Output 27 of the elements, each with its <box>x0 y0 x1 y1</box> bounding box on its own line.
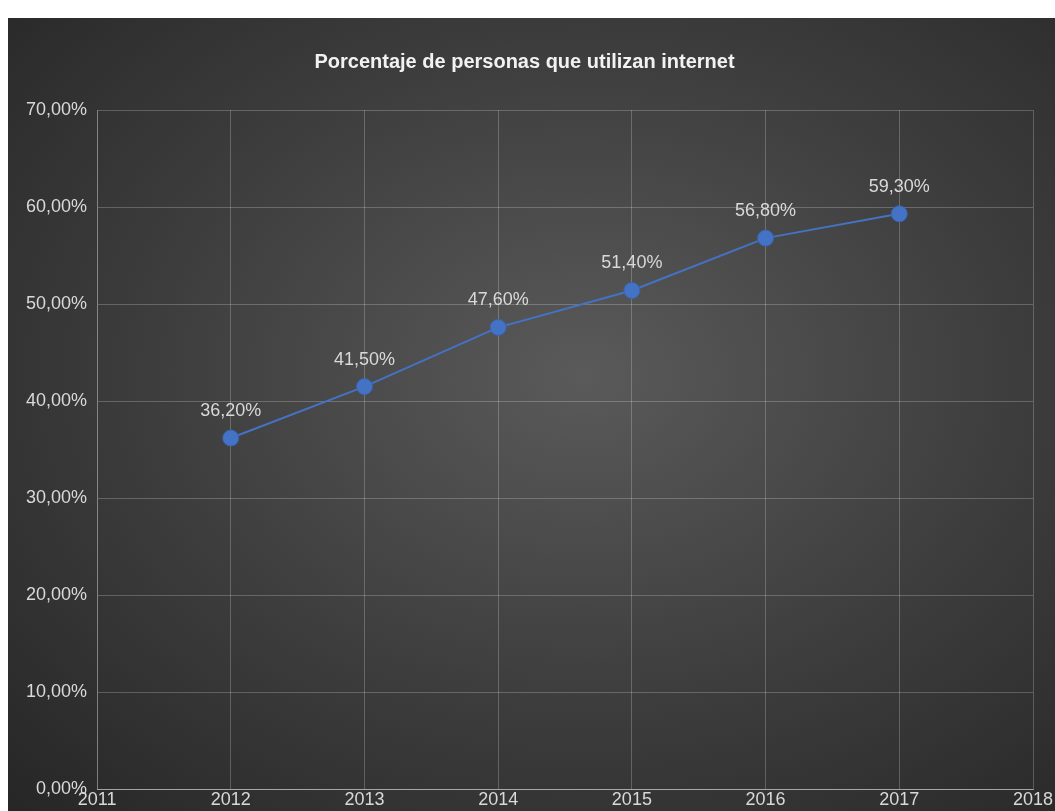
point <box>222 429 240 447</box>
data-label: 41,50% <box>333 348 395 369</box>
data-label: 59,30% <box>868 175 930 196</box>
point <box>890 205 908 223</box>
data-label: 51,40% <box>601 252 663 273</box>
x-tick-label: 2013 <box>344 789 385 810</box>
x-tick-label: 2015 <box>611 789 652 810</box>
point <box>355 378 373 396</box>
x-tick-label: 2018 <box>1012 789 1054 810</box>
data-label: 56,80% <box>735 200 797 221</box>
y-tick-label: 20,00% <box>25 584 88 605</box>
y-tick-label: 30,00% <box>25 487 88 508</box>
x-tick-label: 2014 <box>478 789 519 810</box>
x-tick-label: 2012 <box>210 789 251 810</box>
point <box>489 318 507 336</box>
x-tick-label: 2016 <box>745 789 786 810</box>
point <box>757 229 775 247</box>
y-tick-label: 70,00% <box>25 98 88 119</box>
data-label: 36,20% <box>200 400 262 421</box>
data-label: 47,60% <box>467 289 529 310</box>
chart-title: Porcentaje de personas que utilizan internet <box>314 49 735 72</box>
y-tick-label: 40,00% <box>25 390 88 411</box>
point <box>623 282 641 300</box>
x-tick-label: 2017 <box>879 789 920 810</box>
y-tick-label: 10,00% <box>25 681 88 702</box>
y-tick-label: 50,00% <box>25 293 88 314</box>
y-tick-label: 60,00% <box>25 196 88 217</box>
